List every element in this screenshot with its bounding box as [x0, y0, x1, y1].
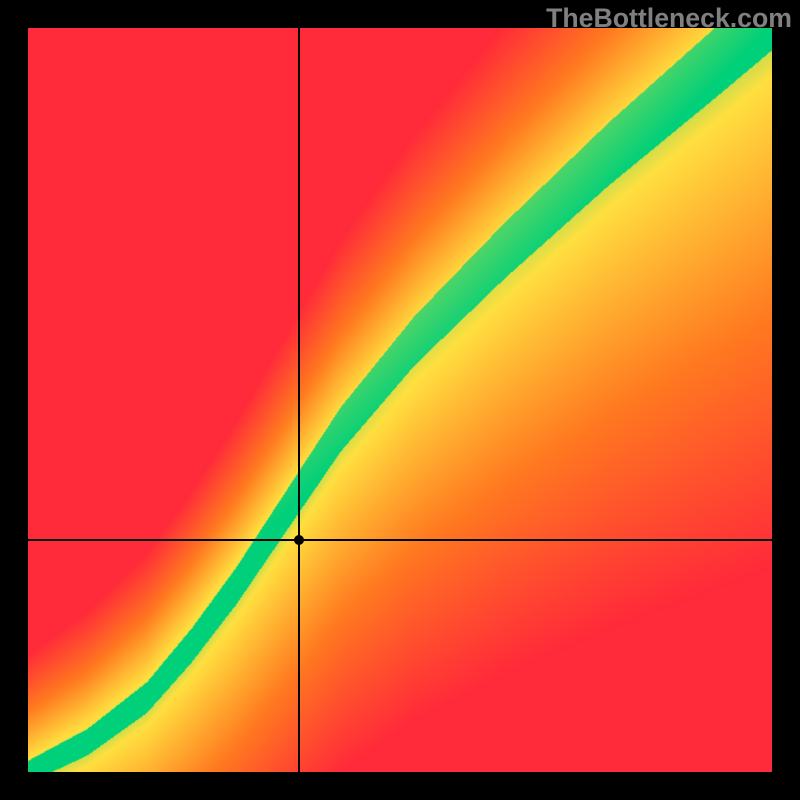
- heatmap-frame: TheBottleneck.com: [0, 0, 800, 800]
- crosshair-marker: [294, 535, 304, 545]
- heatmap-canvas: [28, 28, 772, 772]
- crosshair-vertical: [298, 28, 300, 772]
- watermark-text: TheBottleneck.com: [546, 3, 792, 34]
- crosshair-horizontal: [28, 539, 772, 541]
